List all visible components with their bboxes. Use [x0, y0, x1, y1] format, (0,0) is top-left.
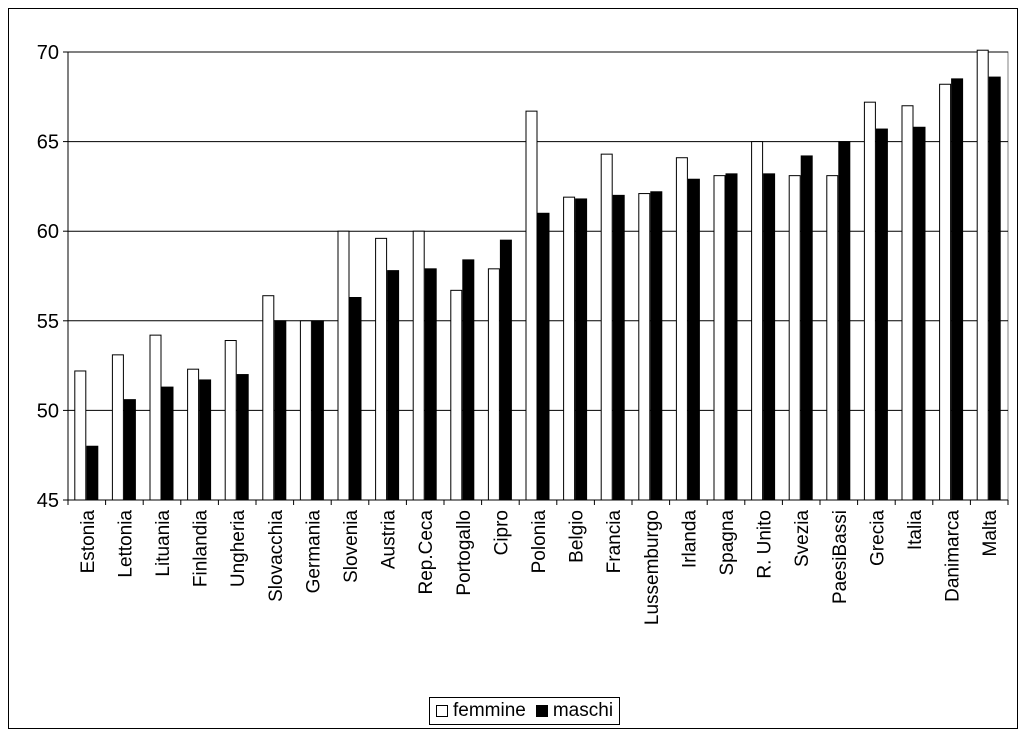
bar-maschi-malta [988, 76, 1001, 501]
bar-femmine-slovenia [337, 230, 350, 501]
x-tick-label-cipro: Cipro [491, 510, 512, 555]
legend-item-femmine: femmine [436, 700, 526, 722]
bar-maschi-repceca [424, 268, 437, 501]
bar-maschi-ungheria [236, 374, 249, 501]
legend-label-femmine: femmine [453, 700, 526, 721]
bar-femmine-slovacchia [262, 295, 275, 501]
y-tick-label-70: 70 [37, 42, 59, 64]
chart-canvas: 45 50 55 60 65 70 Estonia Lettonia Lituania Finl… [8, 8, 1018, 729]
y-tick-label-50: 50 [37, 400, 59, 422]
x-tick-label-slovacchia: Slovacchia [266, 510, 287, 602]
y-tick-label-60: 60 [37, 221, 59, 243]
x-tick-label-runito: R. Unito [755, 510, 776, 579]
bar-femmine-portogallo [450, 289, 463, 501]
bar-maschi-cipro [499, 239, 512, 501]
bar-maschi-runito [763, 173, 776, 501]
bar-femmine-estonia [74, 370, 87, 501]
chart-frame: 45 50 55 60 65 70 Estonia Lettonia Lituania Finl… [8, 8, 1018, 729]
legend: femmine maschi [429, 697, 621, 725]
bar-maschi-lettonia [123, 399, 136, 501]
bar-femmine-polonia [525, 110, 538, 501]
x-tick-label-austria: Austria [379, 510, 400, 570]
x-tick-label-francia: Francia [604, 510, 625, 574]
y-tick-label-55: 55 [37, 311, 59, 333]
x-tick-label-ungheria: Ungheria [228, 510, 249, 588]
legend-item-maschi: maschi [535, 700, 614, 722]
bar-femmine-malta [976, 49, 989, 501]
bars [74, 49, 1001, 501]
bar-femmine-francia [600, 153, 613, 501]
x-tick-label-lettonia: Lettonia [115, 510, 136, 578]
x-tick-label-lituania: Lituania [153, 510, 174, 577]
bar-maschi-germania [311, 320, 324, 501]
bar-maschi-francia [612, 194, 625, 501]
bar-maschi-slovenia [349, 297, 362, 501]
bar-maschi-spagna [725, 173, 738, 501]
bar-maschi-irlanda [687, 178, 700, 501]
x-tick-label-grecia: Grecia [867, 510, 888, 566]
bar-maschi-slovacchia [274, 320, 287, 501]
bar-femmine-lussemburgo [638, 193, 651, 501]
bar-maschi-portogallo [462, 259, 475, 501]
bar-femmine-lettonia [111, 354, 124, 501]
y-tick-labels: 45 50 55 60 65 70 [37, 42, 59, 512]
axes [63, 51, 1009, 505]
bar-femmine-svezia [788, 175, 801, 501]
bar-femmine-germania [299, 320, 312, 501]
bar-femmine-grecia [863, 101, 876, 501]
bar-femmine-irlanda [675, 157, 688, 501]
bar-femmine-italia [901, 105, 914, 501]
x-tick-label-germania: Germania [303, 510, 324, 594]
bar-maschi-polonia [537, 212, 550, 501]
legend-swatch-femmine [436, 705, 448, 717]
bar-maschi-svezia [800, 155, 813, 501]
x-tick-label-italia: Italia [905, 510, 926, 551]
x-tick-label-paesibassi: PaesiBassi [830, 510, 851, 604]
bar-femmine-runito [751, 141, 764, 501]
x-tick-labels: Estonia Lettonia Lituania Finlandia Ungheria… [78, 510, 1001, 626]
x-tick-label-belgio: Belgio [567, 510, 588, 563]
x-tick-label-lussemburgo: Lussemburgo [642, 510, 663, 625]
bar-maschi-austria [387, 270, 400, 501]
x-tick-label-polonia: Polonia [529, 510, 550, 574]
legend-label-maschi: maschi [552, 700, 614, 721]
x-tick-label-finlandia: Finlandia [191, 510, 212, 588]
x-tick-label-repceca: Rep.Ceca [416, 510, 437, 595]
bar-maschi-lussemburgo [650, 191, 663, 501]
bar-femmine-belgio [563, 196, 576, 501]
bar-femmine-spagna [713, 175, 726, 501]
bar-maschi-grecia [875, 128, 888, 501]
bar-maschi-estonia [86, 445, 99, 501]
x-tick-label-portogallo: Portogallo [454, 510, 475, 596]
bar-femmine-austria [375, 237, 388, 501]
bar-maschi-danimarca [951, 78, 964, 501]
bar-maschi-paesibassi [838, 141, 851, 501]
y-tick-label-45: 45 [37, 490, 59, 512]
x-tick-label-estonia: Estonia [78, 510, 99, 574]
bar-femmine-finlandia [187, 368, 200, 501]
y-tick-label-65: 65 [37, 132, 59, 154]
x-tick-label-slovenia: Slovenia [341, 510, 362, 583]
bar-maschi-italia [913, 126, 926, 501]
bar-femmine-repceca [412, 230, 425, 501]
x-tick-label-malta: Malta [980, 510, 1001, 557]
bar-maschi-lituania [161, 386, 174, 501]
bar-femmine-ungheria [224, 340, 237, 501]
bar-femmine-paesibassi [826, 175, 839, 501]
bar-femmine-cipro [487, 268, 500, 501]
x-tick-label-irlanda: Irlanda [679, 510, 700, 569]
x-tick-label-spagna: Spagna [717, 510, 738, 576]
bar-femmine-danimarca [939, 83, 952, 501]
x-tick-label-svezia: Svezia [792, 510, 813, 567]
x-tick-label-danimarca: Danimarca [943, 510, 964, 602]
bar-femmine-lituania [149, 334, 162, 501]
bar-maschi-belgio [575, 198, 588, 501]
bar-maschi-finlandia [199, 379, 212, 501]
legend-swatch-maschi [535, 705, 548, 717]
